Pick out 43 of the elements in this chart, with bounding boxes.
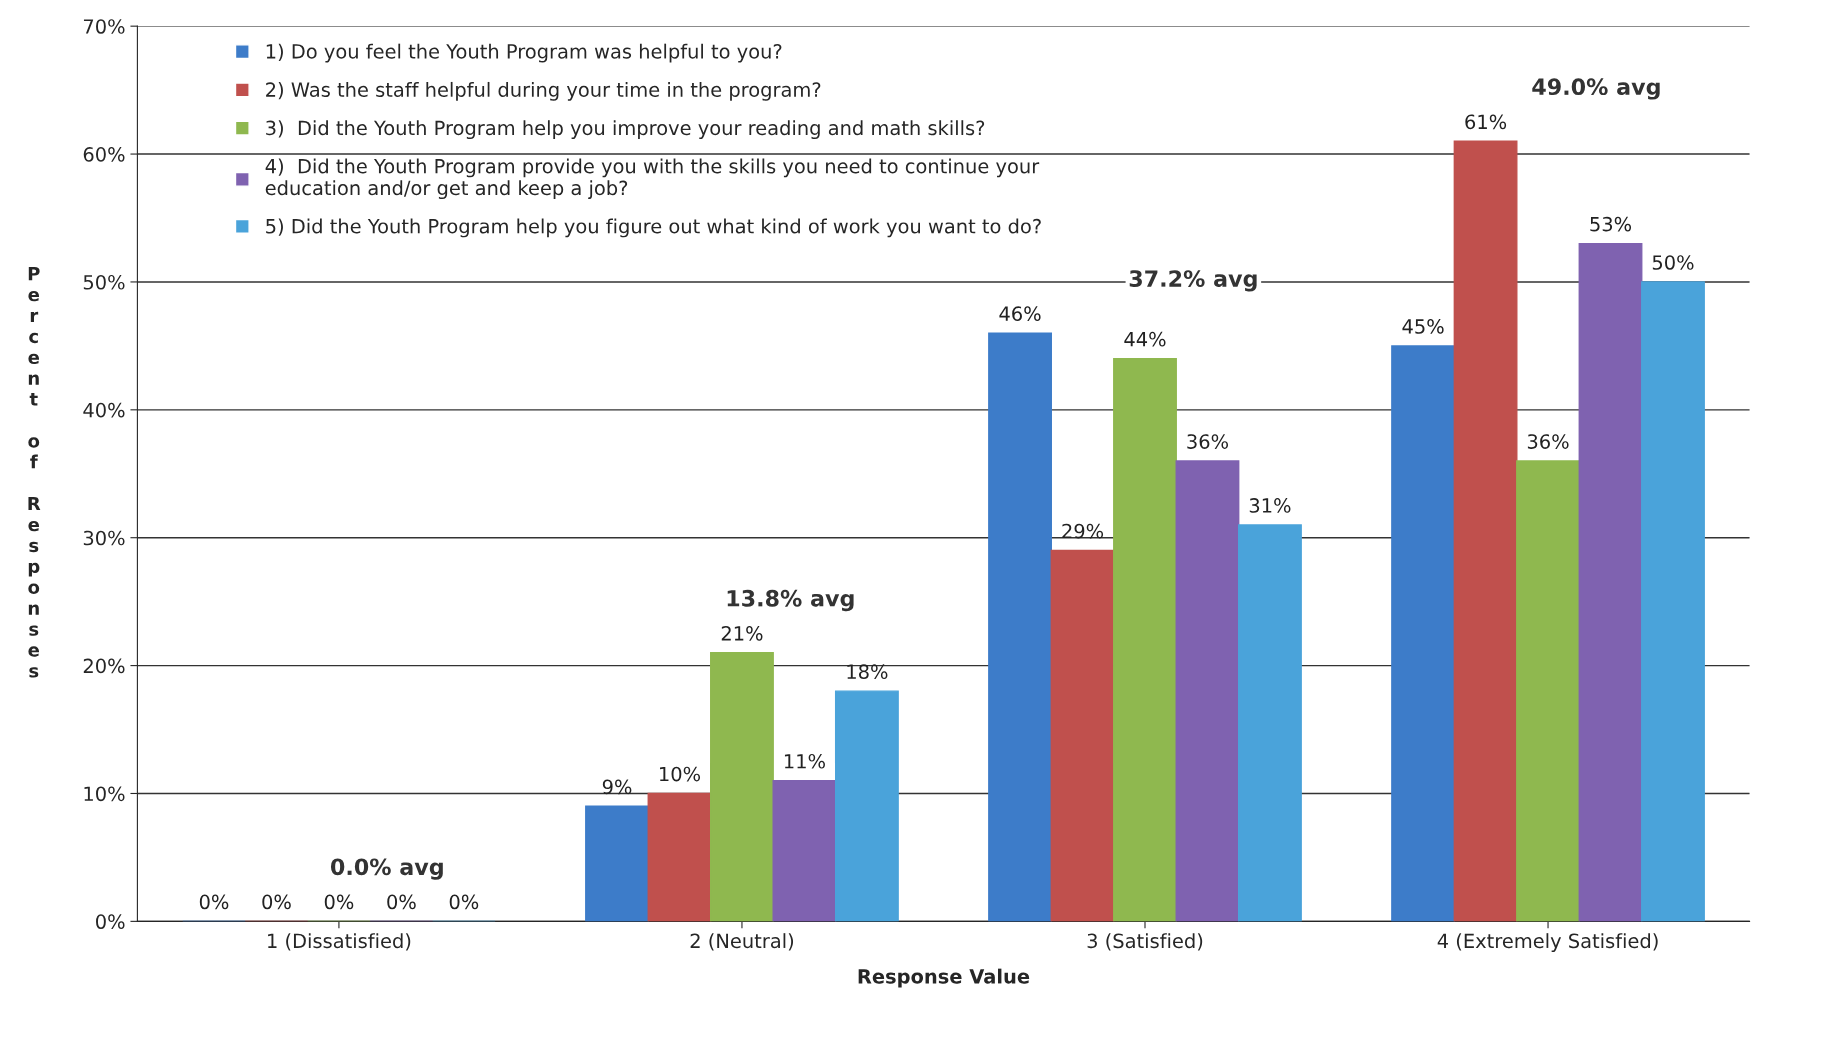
data-label: 0% bbox=[387, 894, 416, 910]
legend-label: 2) Was the staff helpful during your time in the program? bbox=[266, 81, 821, 101]
legend-label: 3) Did the Youth Program help you improve your reading and math skills? bbox=[266, 120, 985, 140]
y-tick-label: 0% bbox=[96, 914, 125, 930]
data-label: 31% bbox=[1249, 498, 1291, 513]
data-label: 0% bbox=[262, 894, 291, 910]
annotation: 37.2% avg bbox=[1129, 270, 1257, 292]
x-tick-label: 3 (Satisfied) bbox=[1087, 933, 1203, 951]
y-tick-label: 40% bbox=[83, 402, 125, 418]
y-tick-label: 10% bbox=[84, 786, 125, 802]
data-label: 0% bbox=[449, 894, 479, 910]
data-label: 53% bbox=[1590, 216, 1632, 232]
x-tick-label: 2 (Neutral) bbox=[690, 933, 794, 951]
legend-label: 1) Do you feel the Youth Program was helpful to you? bbox=[266, 43, 782, 63]
x-tick-label: 4 (Extremely Satisfied) bbox=[1437, 933, 1658, 952]
y-tick-label: 20% bbox=[83, 658, 125, 674]
annotation: 0.0% avg bbox=[330, 858, 443, 880]
y-tick-label: 60% bbox=[83, 147, 125, 162]
data-label: 21% bbox=[721, 626, 763, 641]
y-tick-label: 70% bbox=[83, 19, 125, 34]
data-label: 45% bbox=[1402, 319, 1444, 334]
data-label: 36% bbox=[1187, 434, 1229, 449]
x-tick-label: 1 (Dissatisfied) bbox=[268, 933, 411, 951]
legend-label: 4) Did the Youth Program provide you with the skills you need to continue your education and/or get and keep a job? bbox=[265, 158, 1040, 200]
data-label: 44% bbox=[1124, 331, 1166, 347]
data-label: 29% bbox=[1062, 523, 1104, 539]
data-label: 10% bbox=[660, 766, 701, 782]
y-tick-label: 50% bbox=[83, 274, 125, 290]
data-label: 0% bbox=[199, 894, 229, 910]
y-tick-label: 30% bbox=[83, 530, 125, 546]
annotation: 49.0% avg bbox=[1532, 78, 1660, 100]
x-axis-title: Response Value bbox=[858, 968, 1030, 988]
data-label: 18% bbox=[847, 664, 888, 680]
data-label: 0% bbox=[324, 894, 354, 910]
data-label: 61% bbox=[1465, 114, 1507, 130]
legend-label: 5) Did the Youth Program help you figure out what kind of work you want to do? bbox=[266, 218, 1041, 238]
data-label: 36% bbox=[1527, 434, 1569, 449]
annotation: 13.8% avg bbox=[727, 589, 854, 612]
text: Percent of Responses bbox=[28, 267, 41, 678]
data-label: 11% bbox=[784, 753, 825, 769]
data-label: 9% bbox=[602, 779, 632, 795]
data-label: 46% bbox=[999, 306, 1041, 321]
data-label: 50% bbox=[1652, 255, 1694, 270]
